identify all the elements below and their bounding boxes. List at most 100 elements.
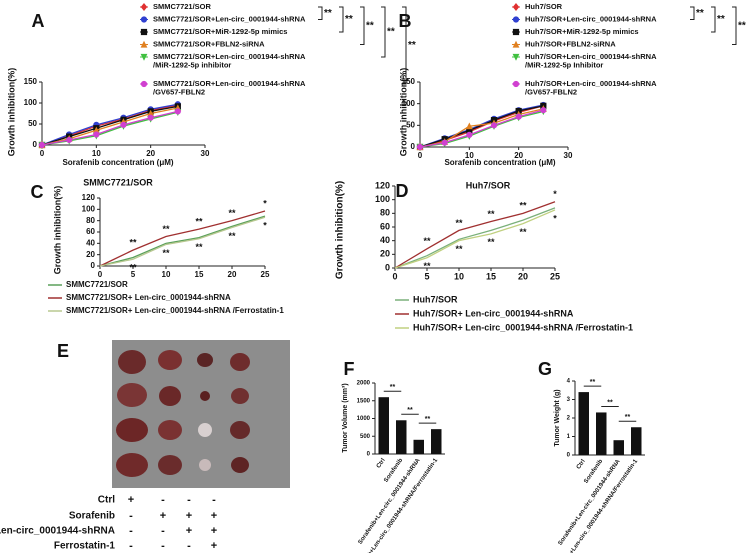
annotation: ** [162,248,170,258]
marker [441,139,448,146]
marker [490,122,498,129]
legend-label: Huh7/SOR+FBLN2-siRNA [525,39,616,48]
y-tick-label: 100 [402,99,416,108]
x-tick-label: 10 [162,270,171,279]
significance-bracket [360,6,365,45]
significance-bracket [711,6,716,33]
y-tick-label: 2000 [357,381,371,387]
significance-bracket [690,6,695,20]
marker [66,136,73,144]
x-tick-label: 15 [195,270,204,279]
legend-label: Huh7/SOR [413,294,458,304]
treatment-label: Len-circ_0001944-shRNA [0,526,115,537]
annotation: * [263,198,267,208]
legend-marker [512,16,520,23]
subtitle: SMMC7721/SOR [83,177,153,187]
y-tick-label: 100 [82,204,96,213]
y-tick-label: 20 [380,249,390,259]
legend-label: SMMC7721/SOR+Len-circ_0001944-shRNA/GV65… [153,79,306,97]
annotation: * [263,221,267,231]
y-tick-label: 1 [567,434,571,440]
y-tick-label: 1000 [357,416,371,422]
x-tick-label: 0 [392,271,397,281]
y-tick-label: 60 [380,221,390,231]
treatment-mark: - [129,525,133,537]
x-tick-label: 10 [465,151,474,160]
annotation: ** [455,218,463,228]
legend-marker [140,53,148,61]
bar [596,412,607,455]
series-line [419,109,544,148]
annotation: ** [129,238,137,248]
x-tick-label: 0 [418,151,423,160]
annotation: ** [228,208,236,218]
x-tick-label: 10 [92,149,101,158]
marker [120,121,127,128]
significance-label: ** [407,407,413,414]
legend-label: Huh7/SOR+Len-circ_0001944-shRNA [525,14,657,23]
series-line [419,105,544,148]
significance-label: ** [425,416,431,423]
significance-label: ** [324,8,332,19]
legend-label: SMMC7721/SOR [153,2,212,11]
legend-marker [140,28,148,36]
legend-label: SMMC7721/SOR+MiR-1292-5p mimics [153,27,287,36]
treatment-mark: + [186,525,192,537]
significance-label: ** [366,20,374,31]
legend-label: SMMC7721/SOR+Len-circ_0001944-shRNA [153,14,306,23]
x-tick-label: 20 [146,149,155,158]
annotation: ** [519,201,527,211]
bar [413,439,424,454]
y-tick-label: 80 [86,216,95,225]
series-line [99,216,266,267]
series-line [394,201,556,269]
y-axis-label: Growth inhibition(%) [6,68,16,156]
annotation: ** [228,231,236,241]
legend-marker [140,80,148,88]
treatment-mark: - [129,510,133,522]
series-line [394,207,556,269]
treatment-mark: - [187,540,191,552]
treatment-mark: + [186,510,192,522]
legend-marker [512,3,520,11]
y-axis-label: Tumor Volume (mm³) [342,383,349,452]
y-tick-label: 3 [567,397,571,403]
panel-label: D [396,181,409,201]
marker [515,113,522,120]
y-tick-label: 50 [28,119,37,128]
treatment-mark: - [212,494,216,506]
y-tick-label: 0 [33,140,38,149]
x-axis-label: Sorafenib concentration (μM) [444,158,555,167]
legend-marker [140,3,148,11]
significance-label: ** [390,384,396,391]
marker [466,131,473,138]
annotation: ** [195,217,203,227]
annotation: ** [519,227,527,237]
legend-label: SMMC7721/SOR+Len-circ_0001944-shRNA/MiR-… [153,52,306,70]
treatment-mark: - [129,540,133,552]
annotation: ** [195,242,203,252]
series-line [419,108,544,148]
x-tick-label: 20 [514,151,523,160]
marker [38,141,46,149]
y-tick-label: 4 [567,379,571,385]
treatment-label: Sorafenib [69,511,115,522]
bar [613,440,624,455]
legend-label: SMMC7721/SOR+FBLN2-siRNA [153,39,265,48]
x-tick-label: 0 [40,149,45,158]
series-line [394,209,556,269]
y-tick-label: 0 [91,261,96,270]
x-tick-label: 10 [454,271,464,281]
legend-marker [512,53,520,61]
treatment-mark: + [128,494,134,506]
treatment-mark: - [161,494,165,506]
significance-label: ** [717,14,725,25]
y-tick-label: 150 [24,77,38,86]
y-tick-label: 80 [380,208,390,218]
treatment-label: Ferrostatin-1 [54,541,116,552]
x-tick-label: 25 [261,270,270,279]
x-tick-label: Ctrl [576,458,587,470]
series-line [41,105,178,146]
treatment-label: Ctrl [98,495,115,506]
